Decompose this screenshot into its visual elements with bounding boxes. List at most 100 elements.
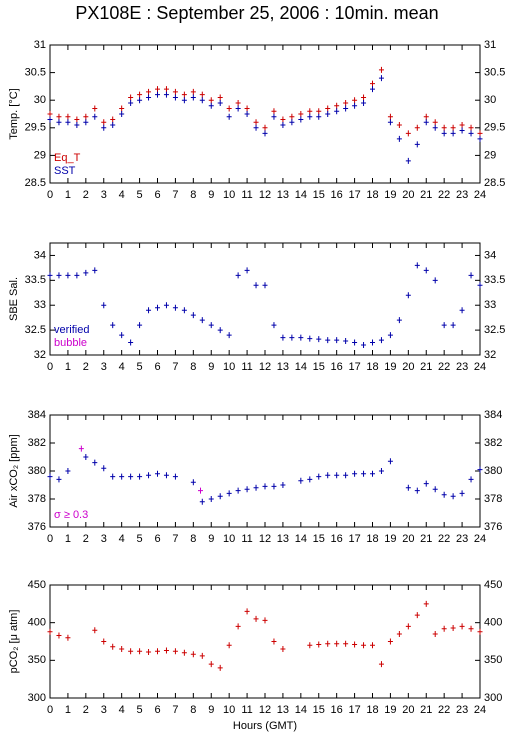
point (163, 91, 169, 98)
point (378, 661, 384, 668)
point (414, 141, 420, 148)
point (235, 272, 241, 279)
point (352, 641, 358, 648)
point (65, 468, 71, 474)
x-tick-label: 17 (348, 704, 360, 716)
point (468, 476, 474, 483)
point (316, 108, 322, 115)
x-tick-label: 7 (172, 189, 178, 201)
point (334, 102, 340, 109)
point (65, 119, 71, 126)
point (83, 113, 89, 120)
point (468, 124, 474, 131)
point (405, 130, 411, 137)
y-tick-label: 29 (484, 149, 496, 161)
x-tick-label: 3 (101, 189, 107, 201)
y-tick-label: 382 (484, 437, 502, 449)
point (352, 97, 358, 104)
x-tick-label: 19 (384, 189, 396, 201)
point (155, 86, 160, 93)
x-tick-label: 9 (208, 533, 214, 545)
x-tick-label: 20 (402, 361, 414, 373)
y-tick-label: 384 (484, 409, 502, 421)
x-tick-label: 14 (295, 533, 307, 545)
point (92, 627, 98, 634)
point (217, 493, 223, 500)
legend-label: σ ≥ 0.3 (54, 509, 88, 521)
x-tick-label: 5 (137, 189, 143, 201)
point (235, 99, 241, 106)
point (65, 634, 71, 641)
x-tick-label: 16 (331, 361, 343, 373)
y-tick-label: 33.5 (25, 274, 46, 286)
point (110, 473, 116, 480)
point (352, 470, 358, 477)
point (441, 625, 447, 632)
point (83, 119, 89, 126)
point (244, 105, 250, 112)
point (163, 302, 169, 309)
y-tick-label: 400 (28, 617, 46, 629)
point (208, 102, 214, 109)
point (307, 476, 313, 483)
point (110, 122, 116, 129)
point (172, 88, 178, 95)
x-tick-label: 2 (83, 189, 89, 201)
x-tick-label: 2 (83, 361, 89, 373)
point (343, 105, 349, 112)
x-tick-label: 12 (259, 704, 271, 716)
y-tick-label: 29.5 (25, 122, 46, 134)
point (334, 472, 340, 479)
point (181, 649, 187, 656)
x-tick-label: 13 (277, 704, 289, 716)
point (262, 130, 268, 137)
point (190, 94, 196, 101)
legend-label: verified (54, 324, 89, 336)
point (101, 302, 107, 309)
x-tick-label: 21 (420, 189, 432, 201)
point (56, 113, 62, 120)
point (155, 648, 160, 655)
y-tick-label: 384 (28, 409, 46, 421)
point (396, 630, 402, 637)
point (172, 648, 178, 655)
point (441, 491, 447, 498)
point (289, 119, 295, 126)
point (128, 99, 134, 106)
point (119, 332, 125, 339)
point (352, 102, 358, 109)
x-tick-label: 6 (154, 189, 160, 201)
point (83, 454, 89, 460)
point (137, 97, 143, 104)
plot-frame (49, 242, 481, 356)
point (128, 473, 134, 480)
point (450, 322, 456, 329)
point (271, 638, 277, 645)
point (414, 262, 420, 269)
point (298, 334, 304, 341)
legend-label: SST (54, 165, 76, 177)
x-tick-label: 23 (456, 361, 468, 373)
point (316, 641, 322, 648)
x-tick-label: 0 (47, 704, 53, 716)
point (56, 119, 62, 126)
x-tick-label: 13 (277, 533, 289, 545)
point (423, 480, 429, 487)
x-tick-label: 1 (65, 533, 71, 545)
y-tick-label: 380 (484, 465, 502, 477)
x-tick-label: 14 (295, 189, 307, 201)
point (262, 483, 268, 490)
point (289, 113, 295, 120)
point (128, 648, 134, 655)
point (387, 458, 393, 465)
y-tick-label: 350 (28, 654, 46, 666)
point (146, 472, 152, 479)
x-tick-label: 6 (154, 533, 160, 545)
x-tick-label: 24 (474, 704, 486, 716)
point (459, 127, 465, 134)
x-tick-label: 10 (223, 361, 235, 373)
point (137, 91, 143, 98)
x-tick-label: 9 (208, 704, 214, 716)
y-tick-label: 376 (28, 521, 46, 533)
